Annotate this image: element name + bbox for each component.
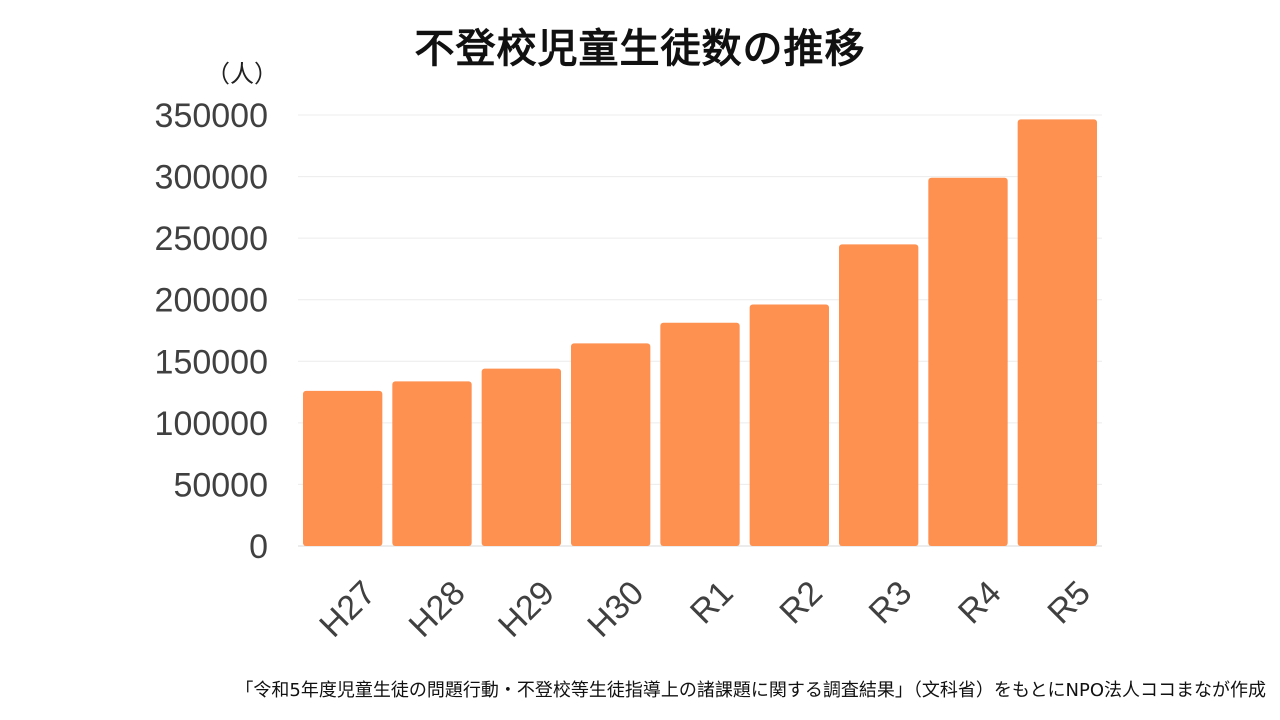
bar-H29 xyxy=(481,368,561,546)
bar-R1 xyxy=(660,322,740,546)
y-tick-label: 50000 xyxy=(173,466,268,504)
x-tick-label: R5 xyxy=(1040,574,1098,632)
x-tick-label: R1 xyxy=(683,574,741,632)
source-note: 「令和5年度児童生徒の問題行動・不登校等生徒指導上の諸課題に関する調査結果」（文… xyxy=(235,680,1266,701)
x-tick-label: H29 xyxy=(491,574,562,645)
x-tick-label: H28 xyxy=(402,574,473,645)
y-tick-label: 250000 xyxy=(155,220,268,258)
bars xyxy=(303,119,1097,547)
bar-R3 xyxy=(839,244,919,546)
chart-title: 不登校児童生徒数の推移 xyxy=(414,26,866,72)
bar-R4 xyxy=(928,177,1008,546)
x-tick-label: H30 xyxy=(580,574,651,645)
x-tick-label: R4 xyxy=(951,574,1009,632)
y-axis-ticks: 0 50000 100000 150000 200000 250000 300000 3500… xyxy=(155,97,268,566)
x-tick-label: R2 xyxy=(772,574,830,632)
bar-H28 xyxy=(392,381,472,546)
y-tick-label: 200000 xyxy=(155,282,268,320)
bar-H27 xyxy=(303,390,383,546)
y-tick-label: 100000 xyxy=(155,405,268,443)
bar-R5 xyxy=(1017,119,1097,547)
bar-H30 xyxy=(571,343,651,546)
y-axis-unit-label: （人） xyxy=(206,60,278,88)
y-tick-label: 150000 xyxy=(155,343,268,381)
bar-R2 xyxy=(749,304,829,546)
y-tick-label: 350000 xyxy=(155,97,268,135)
y-tick-label: 300000 xyxy=(155,159,268,197)
x-tick-label: R3 xyxy=(862,574,920,632)
x-tick-label: H27 xyxy=(312,574,383,645)
y-tick-label: 0 xyxy=(249,528,268,566)
x-axis-ticks: H27 H28 H29 H30 R1 R2 R3 R4 R5 xyxy=(312,574,1098,645)
